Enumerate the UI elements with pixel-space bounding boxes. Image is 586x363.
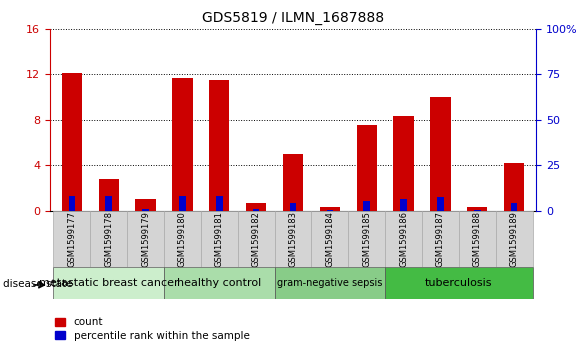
Bar — [164, 267, 275, 299]
Bar — [253, 209, 260, 211]
Bar — [400, 199, 407, 211]
Bar — [459, 211, 496, 267]
Text: healthy control: healthy control — [177, 278, 261, 288]
Text: GSM1599186: GSM1599186 — [399, 211, 408, 267]
Text: tuberculosis: tuberculosis — [425, 278, 493, 288]
Bar — [356, 126, 377, 211]
Bar — [179, 196, 186, 211]
Text: GSM1599183: GSM1599183 — [288, 211, 298, 267]
Bar — [504, 163, 524, 211]
Bar — [289, 203, 297, 211]
Bar — [142, 209, 149, 211]
Text: GSM1599184: GSM1599184 — [325, 211, 335, 266]
Bar — [474, 210, 481, 211]
Bar — [496, 211, 533, 267]
Bar — [326, 210, 333, 211]
Bar — [201, 211, 238, 267]
Bar — [430, 97, 451, 211]
Bar — [385, 267, 533, 299]
Bar — [164, 211, 201, 267]
Bar — [511, 203, 517, 211]
Title: GDS5819 / ILMN_1687888: GDS5819 / ILMN_1687888 — [202, 11, 384, 25]
Text: GSM1599189: GSM1599189 — [510, 211, 519, 266]
Text: GSM1599177: GSM1599177 — [67, 211, 76, 267]
Text: metastatic breast cancer: metastatic breast cancer — [39, 278, 179, 288]
Bar — [135, 199, 156, 211]
Bar — [467, 207, 488, 211]
Bar — [385, 211, 422, 267]
Bar — [422, 211, 459, 267]
Text: GSM1599182: GSM1599182 — [251, 211, 261, 266]
Text: disease state: disease state — [3, 279, 73, 289]
Text: gram-negative sepsis: gram-negative sepsis — [277, 278, 383, 288]
Text: GSM1599185: GSM1599185 — [362, 211, 371, 266]
Text: GSM1599179: GSM1599179 — [141, 211, 150, 266]
Bar — [90, 211, 127, 267]
Bar — [393, 117, 414, 211]
Bar — [437, 197, 444, 211]
Text: GSM1599187: GSM1599187 — [436, 211, 445, 267]
Bar — [209, 80, 230, 211]
Text: GSM1599178: GSM1599178 — [104, 211, 113, 267]
Bar — [283, 154, 303, 211]
Bar — [62, 73, 82, 211]
Bar — [320, 207, 340, 211]
Bar — [105, 196, 112, 211]
Bar — [311, 211, 348, 267]
Text: GSM1599188: GSM1599188 — [473, 211, 482, 267]
Bar — [172, 78, 193, 211]
Bar — [246, 203, 266, 211]
Text: GSM1599180: GSM1599180 — [178, 211, 187, 266]
Bar — [275, 267, 385, 299]
Bar — [348, 211, 385, 267]
Bar — [98, 179, 119, 211]
Bar — [238, 211, 275, 267]
Bar — [275, 211, 311, 267]
Bar — [127, 211, 164, 267]
Bar — [53, 211, 90, 267]
Bar — [216, 196, 223, 211]
Bar — [53, 267, 164, 299]
Bar — [69, 196, 75, 211]
Bar — [363, 200, 370, 211]
Text: GSM1599181: GSM1599181 — [215, 211, 224, 266]
Legend: count, percentile rank within the sample: count, percentile rank within the sample — [55, 317, 250, 340]
